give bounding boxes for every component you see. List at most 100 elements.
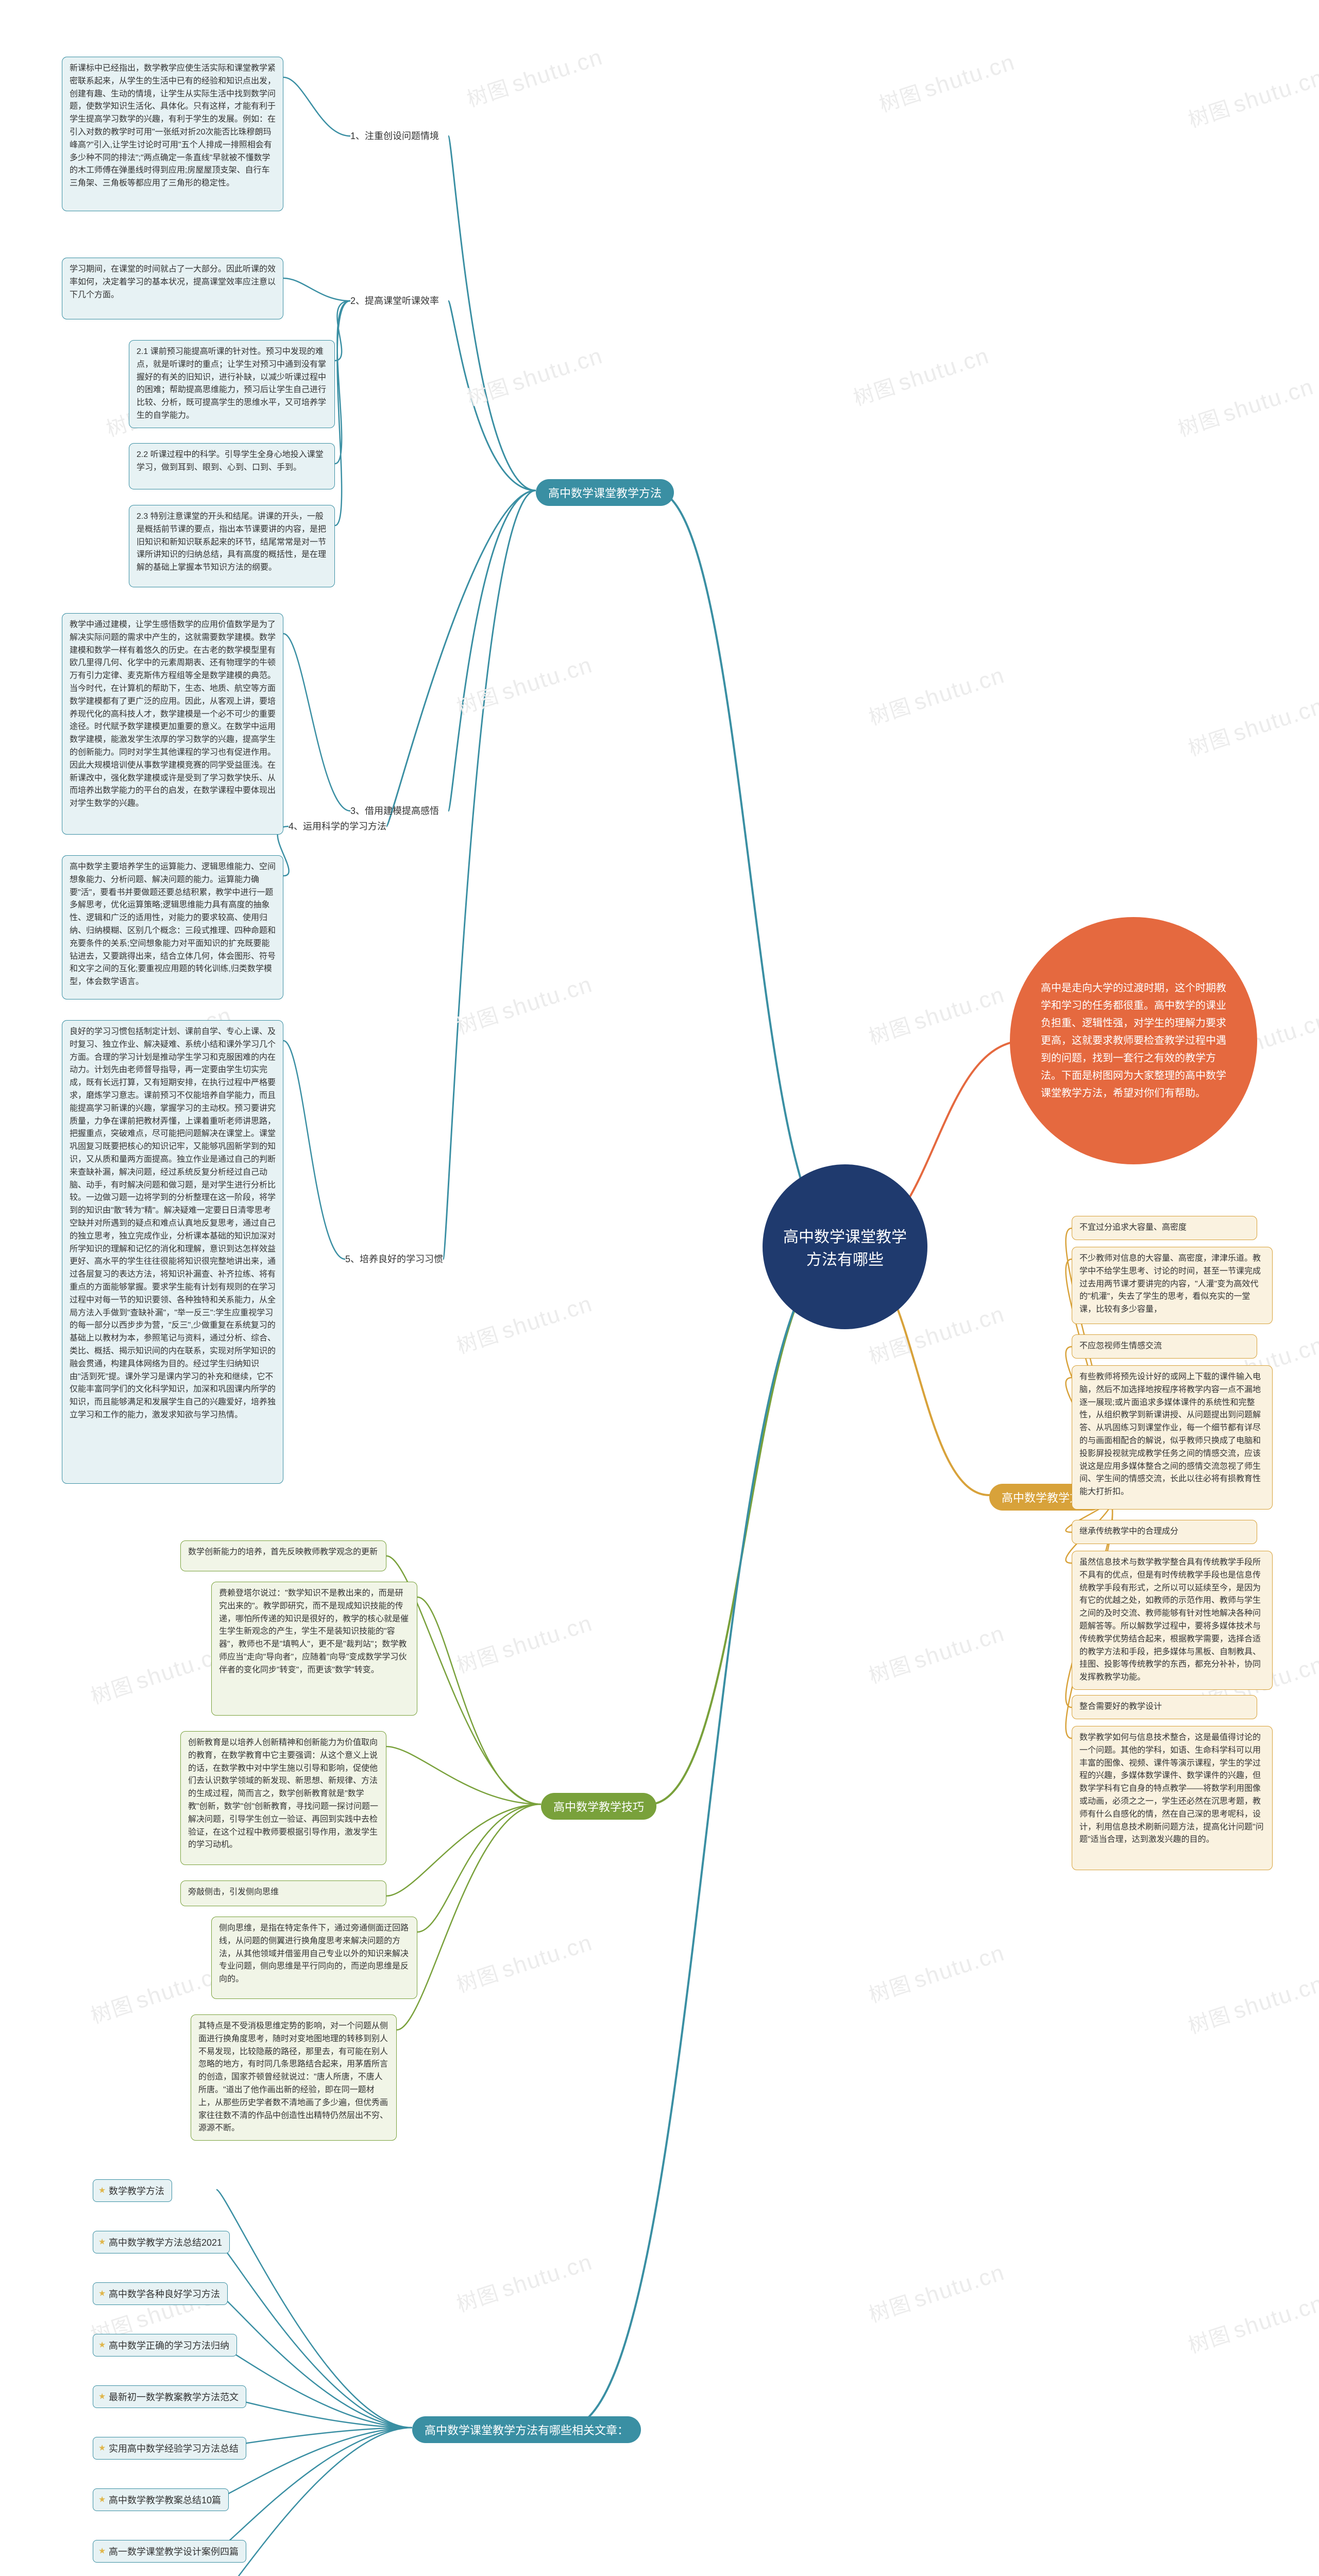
center-node: 高中数学课堂教学方法有哪些: [763, 1164, 927, 1329]
watermark: 树图shutu.cn: [452, 968, 596, 1040]
branch-label-branch_methods: 高中数学课堂教学方法: [536, 479, 674, 506]
watermark: 树图shutu.cn: [463, 340, 606, 412]
watermark-en: shutu.cn: [498, 2249, 596, 2302]
watermark-en: shutu.cn: [921, 49, 1018, 103]
watermark-cn: 树图: [454, 1962, 502, 1997]
watermark: 树图shutu.cn: [865, 1937, 1008, 2009]
watermark-cn: 树图: [866, 2292, 914, 2327]
watermark-cn: 树图: [464, 76, 512, 111]
watermark-en: shutu.cn: [1230, 65, 1319, 118]
watermark-cn: 树图: [866, 694, 914, 730]
watermark-cn: 树图: [866, 1653, 914, 1688]
watermark-en: shutu.cn: [498, 2569, 596, 2576]
related-tag[interactable]: 高一数学课堂教学设计案例四篇: [93, 2540, 246, 2563]
watermark-cn: 树图: [1186, 725, 1233, 760]
watermark-cn: 树图: [876, 81, 924, 116]
watermark-en: shutu.cn: [498, 1930, 596, 1983]
branch-label-branch_tips: 高中数学教学技巧: [541, 1793, 656, 1820]
watermark-en: shutu.cn: [509, 44, 606, 97]
watermark: 树图shutu.cn: [865, 978, 1008, 1050]
watermark-en: shutu.cn: [1230, 2291, 1319, 2344]
sub-label: 3、借用建模提高感悟: [350, 804, 439, 817]
watermark: 树图shutu.cn: [865, 1617, 1008, 1689]
tips-note: 其特点是不受消极思维定势的影响，对一个问题从侧面进行换角度思考，随时对变地图地理…: [191, 2014, 397, 2141]
watermark: 树图shutu.cn: [1184, 690, 1319, 762]
watermark-en: shutu.cn: [910, 982, 1008, 1035]
tips-note: 费赖登塔尔说过："数学知识不是教出来的，而是研究出来的"。教学即研究，而不是现成…: [211, 1582, 417, 1716]
watermark-cn: 树图: [1175, 406, 1223, 441]
related-tag[interactable]: 高中数学教学方法总结2021: [93, 2231, 230, 2253]
sub-label: 1、注重创设问题情境: [350, 129, 439, 142]
watermark: 树图shutu.cn: [452, 649, 596, 721]
teaching-note: 数学教学如何与信息技术整合，这是最值得讨论的一个问题。其他的学科，如语、生命科学…: [1072, 1726, 1273, 1870]
teaching-note: 不应忽视师生情感交流: [1072, 1334, 1257, 1359]
related-tag[interactable]: 数学教学方法: [93, 2179, 172, 2202]
methods-note: 新课标中已经指出，数学教学应使生活实际和课堂教学紧密联系起来，从学生的生活中已有…: [62, 57, 283, 211]
methods-note: 良好的学习习惯包括制定计划、课前自学、专心上课、及时复习、独立作业、解决疑难、系…: [62, 1020, 283, 1484]
related-tag[interactable]: 实用高中数学经验学习方法总结: [93, 2437, 246, 2460]
watermark: 树图shutu.cn: [463, 41, 606, 113]
tips-note: 旁敲侧击，引发侧向思维: [180, 1880, 386, 1906]
methods-note: 教学中通过建模，让学生感悟数学的应用价值数学是为了解决实际问题的需求中产生的，这…: [62, 613, 283, 835]
watermark-en: shutu.cn: [1220, 374, 1317, 427]
tips-note: 创新教育是以培养人创新精神和创新能力为价值取向的教育，在数学教育中它主要强调：从…: [180, 1731, 386, 1865]
methods-note: 2.1 课前预习能提高听课的针对性。预习中发现的难点，就是听课时的重点；让学生对…: [129, 340, 335, 428]
related-tag[interactable]: 高中数学各种良好学习方法: [93, 2282, 228, 2305]
branch-label-branch_related: 高中数学课堂教学方法有哪些相关文章：: [412, 2416, 641, 2443]
watermark: 树图shutu.cn: [452, 1926, 596, 1998]
sub-label: 4、运用科学的学习方法: [289, 819, 386, 833]
teaching-note: 不少教师对信息的大容量、高密度，津津乐道。教学中不给学生思考、讨论的时间，甚至一…: [1072, 1247, 1273, 1324]
watermark-en: shutu.cn: [498, 652, 596, 705]
teaching-note: 不宜过分追求大容量、高密度: [1072, 1216, 1257, 1240]
teaching-note: 虽然信息技术与数学教学整合具有传统教学手段所不具有的优点，但是有时传统教学手段也…: [1072, 1551, 1273, 1690]
watermark: 树图shutu.cn: [865, 659, 1008, 731]
watermark-en: shutu.cn: [498, 1611, 596, 1664]
watermark: 树图shutu.cn: [452, 1607, 596, 1679]
methods-note: 2.3 特别注意课堂的开头和结尾。讲课的开头，一般是概括前节课的要点，指出本节课…: [129, 505, 335, 587]
related-tag[interactable]: 高中数学教学教案总结10篇: [93, 2488, 229, 2511]
methods-note: 2.2 听课过程中的科学。引导学生全身心地投入课堂学习，做到耳到、眼到、心到、口…: [129, 443, 335, 489]
watermark: 树图shutu.cn: [452, 1287, 596, 1360]
watermark-cn: 树图: [1186, 2003, 1233, 2038]
intro-bubble: 高中是走向大学的过渡时期，这个时期教学和学习的任务都很重。高中数学的课业负担重、…: [1010, 917, 1257, 1164]
watermark-en: shutu.cn: [910, 2260, 1008, 2313]
related-tag[interactable]: 高中数学正确的学习方法归纳: [93, 2334, 237, 2357]
watermark-en: shutu.cn: [509, 343, 606, 396]
watermark-cn: 树图: [464, 375, 512, 410]
watermark-en: shutu.cn: [910, 1621, 1008, 1674]
watermark: 树图shutu.cn: [849, 340, 993, 412]
watermark-en: shutu.cn: [910, 1301, 1008, 1354]
methods-note: 高中数学主要培养学生的运算能力、逻辑思维能力、空间想象能力、分析问题、解决问题的…: [62, 855, 283, 999]
watermark-cn: 树图: [88, 1673, 136, 1708]
watermark: 树图shutu.cn: [1184, 1968, 1319, 2040]
watermark-en: shutu.cn: [1230, 693, 1319, 747]
teaching-note: 整合需要好的教学设计: [1072, 1695, 1257, 1719]
watermark-cn: 树图: [866, 1972, 914, 2007]
watermark-cn: 树图: [454, 2281, 502, 2316]
watermark-cn: 树图: [851, 375, 899, 410]
methods-note: 学习期间，在课堂的时间就占了一大部分。因此听课的效率如何，决定着学习的基本状况，…: [62, 258, 283, 319]
watermark-cn: 树图: [866, 1333, 914, 1368]
watermark-en: shutu.cn: [910, 663, 1008, 716]
watermark-cn: 树图: [454, 684, 502, 719]
teaching-note: 继承传统教学中的合理成分: [1072, 1520, 1257, 1544]
tips-note: 侧向思维，是指在特定条件下，通过旁通侧面迂回路线，从问题的侧翼进行换角度思考来解…: [211, 1917, 417, 1999]
sub-label: 5、培养良好的学习习惯: [345, 1252, 443, 1265]
related-tag[interactable]: 最新初一数学教案教学方法范文: [93, 2385, 246, 2408]
watermark: 树图shutu.cn: [1184, 2287, 1319, 2359]
watermark: 树图shutu.cn: [452, 2246, 596, 2318]
watermark-en: shutu.cn: [910, 1940, 1008, 1993]
watermark: 树图shutu.cn: [865, 2256, 1008, 2328]
watermark: 树图shutu.cn: [87, 1638, 230, 1710]
watermark-cn: 树图: [1186, 2323, 1233, 2358]
watermark-cn: 树图: [88, 1993, 136, 2028]
watermark-cn: 树图: [866, 1014, 914, 1049]
watermark: 树图shutu.cn: [1184, 61, 1319, 133]
sub-label: 2、提高课堂听课效率: [350, 294, 439, 307]
watermark-cn: 树图: [454, 1323, 502, 1358]
watermark-en: shutu.cn: [498, 1291, 596, 1344]
watermark-cn: 树图: [454, 1642, 502, 1677]
teaching-note: 有些教师将预先设计好的或网上下载的课件输入电脑，然后不加选择地按程序将教学内容一…: [1072, 1365, 1273, 1510]
tips-note: 数学创新能力的培养，首先反映教师教学观念的更新: [180, 1540, 386, 1571]
watermark-cn: 树图: [454, 1004, 502, 1039]
